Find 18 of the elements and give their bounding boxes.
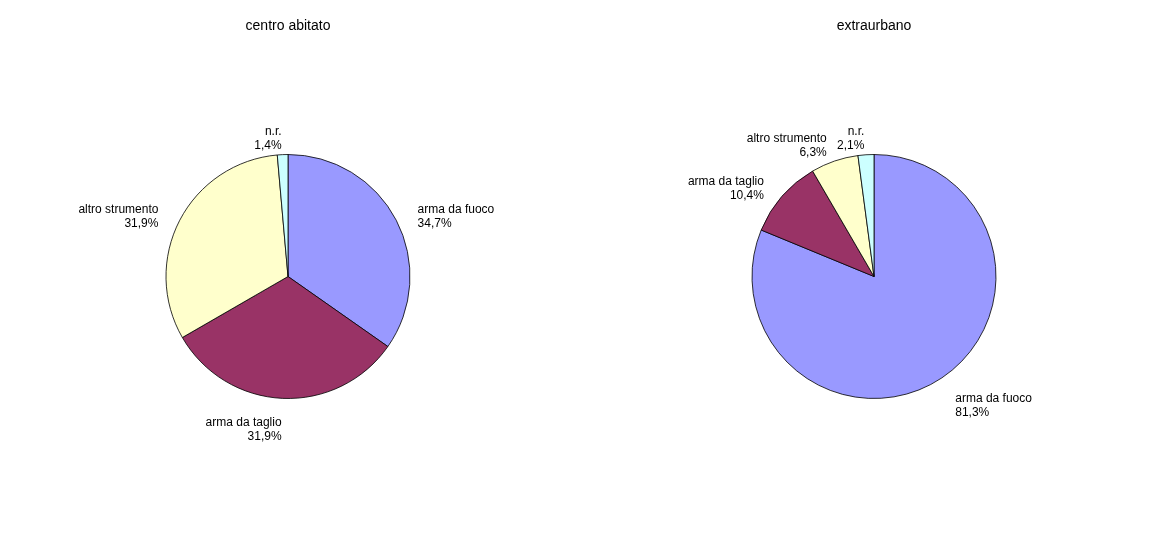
slice-label: altro strumento — [746, 131, 828, 146]
slice-label: arma da taglio — [205, 415, 282, 430]
data-label: 2,1% — [837, 137, 865, 152]
slice-label: arma da fuoco — [417, 202, 495, 217]
chart-title: centro abitato — [245, 17, 331, 33]
data-label: 6,3% — [799, 145, 828, 160]
data-label: 31,9% — [247, 429, 282, 444]
slice-label: arma da fuoco — [955, 390, 1033, 405]
slice-label: n.r. — [847, 123, 865, 138]
data-label: 31,9% — [124, 216, 159, 231]
slice-label: arma da taglio — [687, 173, 765, 188]
data-label: 34,7% — [417, 216, 452, 231]
slice-label: altro strumento — [78, 202, 159, 217]
chart-title: extraurbano — [836, 17, 912, 33]
data-label: 1,4% — [254, 137, 282, 152]
slice-label: n.r. — [264, 123, 282, 138]
data-label: 10,4% — [729, 187, 765, 202]
data-label: 81,3% — [955, 404, 990, 419]
